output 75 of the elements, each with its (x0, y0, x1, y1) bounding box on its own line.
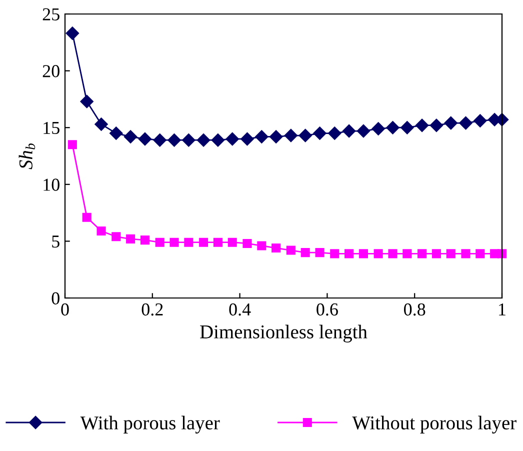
point (211, 134, 225, 147)
point (444, 116, 458, 130)
point (459, 116, 472, 130)
point (430, 118, 444, 132)
point (138, 132, 152, 146)
legend-label: With porous layer (80, 416, 220, 434)
point (170, 238, 179, 247)
point (497, 249, 507, 258)
point (184, 238, 194, 247)
point (66, 26, 80, 40)
point (96, 226, 106, 236)
x-tick-label: 0.4 (229, 303, 251, 316)
x-tick-label: 1 (499, 303, 506, 316)
point (342, 124, 356, 138)
point (446, 249, 456, 258)
point (257, 241, 266, 250)
point (228, 238, 237, 247)
point (344, 249, 354, 258)
y-tick-label: 20 (42, 65, 60, 78)
point (330, 249, 340, 258)
point (374, 249, 383, 258)
point (400, 121, 414, 134)
point (124, 130, 138, 144)
point (196, 134, 210, 147)
point (461, 249, 470, 258)
x-axis-title: Dimensionless length (200, 324, 368, 342)
point (68, 140, 77, 150)
point (313, 126, 326, 140)
point (126, 234, 136, 244)
point (328, 126, 342, 140)
point (168, 134, 181, 147)
point (240, 132, 254, 146)
legend-label: Without porous layer (352, 416, 516, 434)
point (80, 94, 94, 108)
point (286, 246, 296, 255)
point (112, 232, 121, 242)
point (269, 130, 283, 144)
point (358, 249, 368, 258)
point (388, 249, 398, 258)
point (284, 128, 298, 142)
x-tick-label: 0.8 (404, 303, 426, 316)
y-tick-label: 10 (44, 178, 60, 191)
point (315, 248, 324, 258)
point (94, 118, 108, 131)
y-tick-label: 25 (42, 8, 60, 20)
point (418, 249, 427, 258)
y-tick-label: 0 (52, 292, 60, 304)
y-tick-label: 5 (52, 236, 60, 248)
point (415, 118, 429, 132)
x-tick-label: 0.6 (316, 303, 338, 316)
point (110, 126, 123, 140)
point (272, 244, 281, 253)
point (213, 238, 222, 247)
y-axis-title: Sh$_{b}$ (18, 144, 36, 170)
point (476, 249, 485, 258)
point (372, 122, 385, 136)
point (255, 130, 268, 144)
point (153, 134, 166, 147)
point (300, 248, 310, 258)
point (474, 114, 487, 128)
point (226, 132, 239, 146)
point (82, 212, 92, 222)
point (199, 238, 208, 247)
point (356, 124, 370, 138)
x-tick-label: 0.2 (142, 303, 163, 316)
point (432, 249, 441, 258)
point (298, 128, 312, 142)
point (182, 134, 196, 147)
point (242, 238, 252, 248)
y-tick-label: 15 (44, 122, 60, 134)
point (402, 249, 412, 258)
x-tick-label: 0 (61, 303, 69, 316)
point (386, 121, 400, 134)
point (155, 238, 164, 247)
point (140, 236, 150, 245)
